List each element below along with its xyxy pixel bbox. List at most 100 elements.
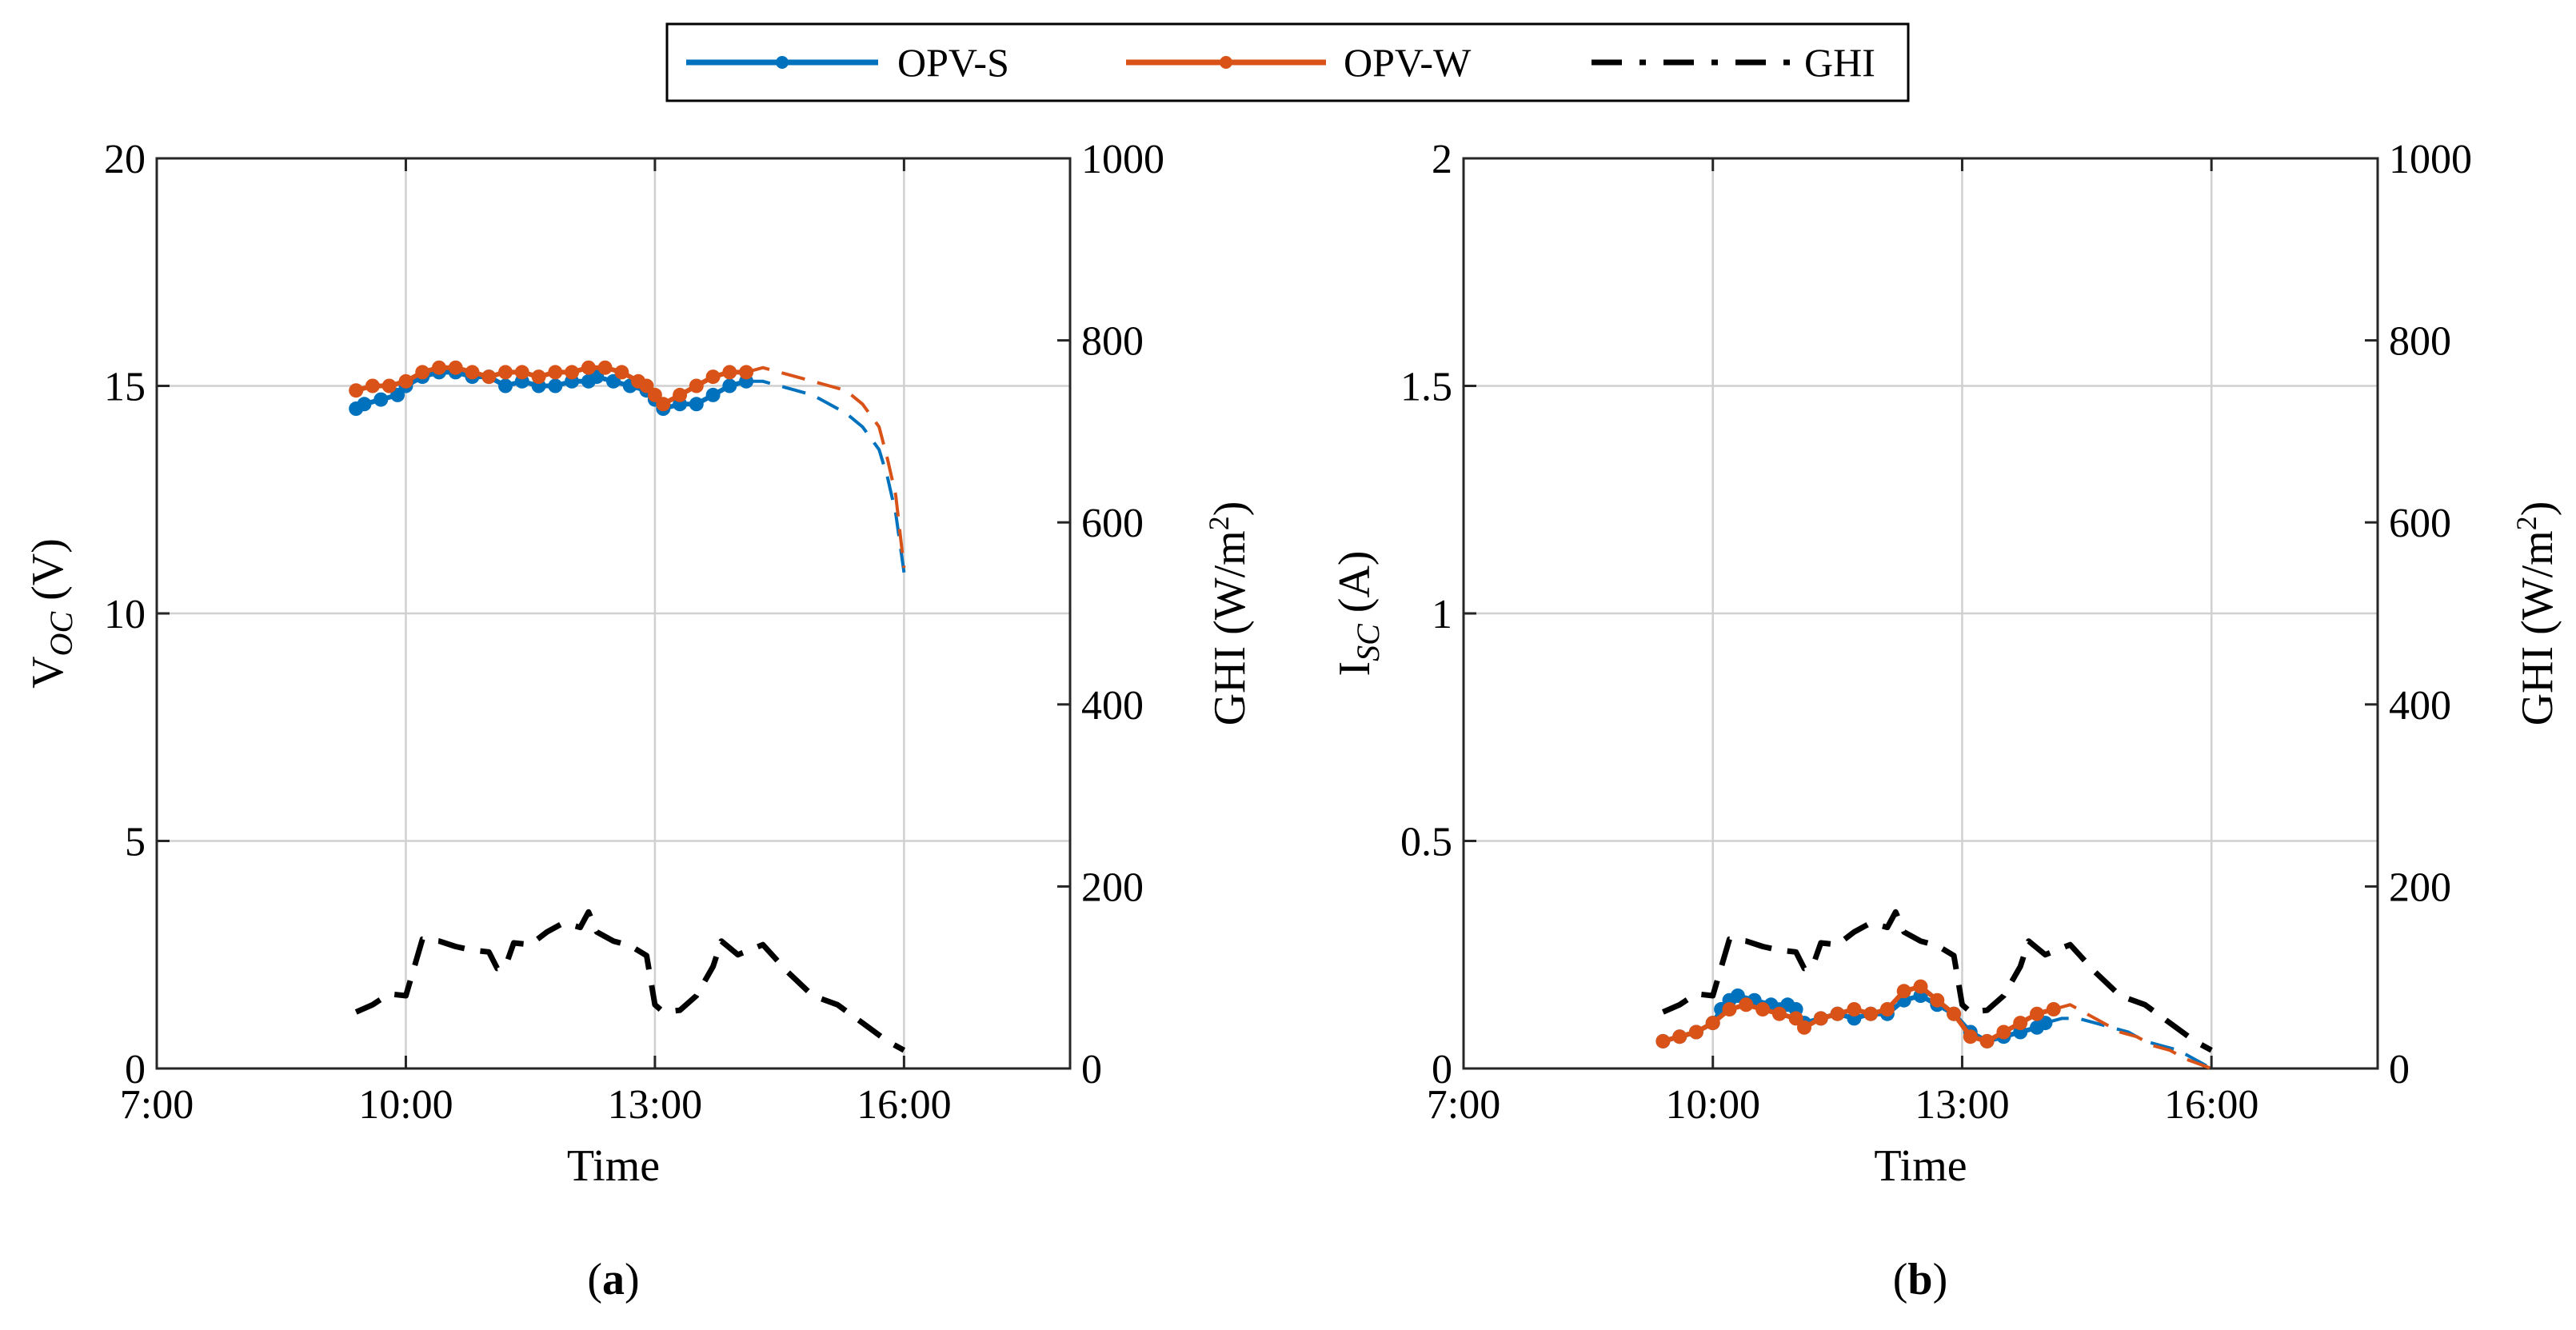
opv_w-point xyxy=(1672,1029,1687,1044)
opv_w-point xyxy=(614,365,629,380)
opv_w-point xyxy=(673,387,688,402)
y2-tick-label: 200 xyxy=(2389,865,2451,910)
y-tick-label: 10 xyxy=(104,592,146,637)
legend-label-opv_s: OPV-S xyxy=(897,40,1009,85)
opv_w-point xyxy=(705,369,721,385)
y2-axis-title: GHI (W/m2) xyxy=(1203,501,1255,726)
opv_s-point xyxy=(589,369,605,385)
opv_w-point xyxy=(2030,1006,2044,1021)
legend: OPV-S OPV-W GHI xyxy=(665,22,1910,102)
opv_w-point xyxy=(1813,1011,1828,1026)
y-axis-title: VOC (V) xyxy=(23,538,79,689)
grid-a xyxy=(157,158,1070,1068)
y-tick-label: 1 xyxy=(1432,592,1452,637)
opv_w-point xyxy=(597,360,613,375)
opv_w-point xyxy=(1788,1011,1803,1026)
legend-marker-opv_s xyxy=(776,56,789,69)
opv_w-point xyxy=(1979,1033,1995,1048)
opv_w-point xyxy=(1797,1020,1811,1035)
y-tick-label: 5 xyxy=(125,820,146,865)
opv_s-point xyxy=(722,378,737,393)
opv_w-point xyxy=(415,365,430,380)
y2-axis-title: GHI (W/m2) xyxy=(2510,501,2562,726)
opv_w-point xyxy=(1771,1006,1787,1021)
opv_w-point xyxy=(2046,1002,2061,1016)
panel-label-b: (b) xyxy=(1893,1255,1947,1304)
x-tick-label: 16:00 xyxy=(2164,1082,2258,1128)
opv_s-point xyxy=(705,387,721,402)
opv_w-point xyxy=(1996,1024,2011,1040)
legend-label-ghi: GHI xyxy=(1804,40,1875,85)
opv_w-point xyxy=(565,365,580,380)
opv_w-point xyxy=(432,360,446,375)
y2-tick-label: 400 xyxy=(2389,683,2451,729)
x-tick-label: 16:00 xyxy=(857,1082,951,1128)
x-tick-label: 10:00 xyxy=(358,1082,453,1128)
x-tick-label: 10:00 xyxy=(1666,1082,1760,1128)
opv_w-point xyxy=(365,378,380,393)
opv_s-point xyxy=(2038,1016,2053,1031)
opv_w-point xyxy=(1896,984,1911,999)
opv_w-point xyxy=(1705,1016,1720,1031)
ghi-line xyxy=(354,909,906,1053)
opv_w-point xyxy=(381,378,397,393)
x-axis-title: Time xyxy=(1874,1141,1967,1191)
x-tick-label: 13:00 xyxy=(608,1082,702,1128)
opv_s-point xyxy=(548,378,563,393)
series-opv_s-a xyxy=(349,365,906,573)
opv_w-point xyxy=(1879,1002,1895,1016)
series-ghi-a xyxy=(354,909,906,1053)
grid-b xyxy=(1464,158,2378,1068)
opv_s-point xyxy=(390,387,405,402)
opv_w-point xyxy=(647,387,662,402)
legend-label-opv_w: OPV-W xyxy=(1344,40,1472,85)
opv_w-point xyxy=(1947,1006,1962,1021)
opv_w-point xyxy=(514,365,529,380)
opv_w-dashed-line xyxy=(2053,1003,2212,1070)
opv_w-point xyxy=(398,373,413,389)
opv_w-point xyxy=(481,369,497,385)
opv_w-point xyxy=(1755,1002,1771,1016)
opv_s-point xyxy=(606,373,621,389)
y-tick-label: 20 xyxy=(104,137,146,182)
y2-tick-label: 0 xyxy=(1081,1047,1102,1092)
opv_w-point xyxy=(498,365,513,380)
opv_w-point xyxy=(548,365,563,380)
y-tick-label: 0.5 xyxy=(1400,820,1452,865)
panel-a: 7:00 10:00 13:00 16:00051015200200400600800… xyxy=(23,137,1255,1304)
y-tick-label: 2 xyxy=(1432,137,1452,182)
opv_s-point xyxy=(1730,989,1745,1003)
opv_w-point xyxy=(656,397,671,412)
opv_w-point xyxy=(739,365,754,380)
opv_w-point xyxy=(581,360,596,375)
y-tick-label: 0 xyxy=(125,1047,146,1092)
panel-b: 7:00 10:00 13:00 16:00 0 0.5 1 1.5 2 0 200 400 600 80… xyxy=(1330,137,2562,1304)
opv_s-dashed-line xyxy=(746,379,906,573)
y2-tick-label: 200 xyxy=(1081,865,1144,910)
y-axis-title: ISC (A) xyxy=(1330,550,1386,676)
opv_w-point xyxy=(1963,1029,1978,1044)
series-opv_w-a xyxy=(349,360,906,569)
opv_w-dashed-line xyxy=(745,365,906,569)
x-axis-title: Time xyxy=(567,1141,660,1191)
panel-label-a: (a) xyxy=(587,1255,639,1304)
opv_w-point xyxy=(1688,1024,1703,1040)
opv_s-point xyxy=(689,397,704,412)
opv_w-point xyxy=(1739,997,1754,1012)
opv_w-point xyxy=(2013,1016,2028,1031)
opv_w-point xyxy=(1655,1033,1671,1048)
opv_w-point xyxy=(639,378,654,393)
opv_s-point xyxy=(373,392,389,407)
series-ghi-b xyxy=(1661,909,2213,1053)
x-tick-label: 7:00 xyxy=(1427,1082,1500,1128)
opv_w-point xyxy=(689,378,704,393)
opv_s-point xyxy=(498,378,513,393)
y2-tick-label: 0 xyxy=(2389,1047,2410,1092)
y2-tick-label: 600 xyxy=(1081,501,1144,546)
opv_w-point xyxy=(448,360,463,375)
y2-tick-label: 600 xyxy=(2389,501,2451,546)
y2-tick-label: 400 xyxy=(1081,683,1144,729)
y2-tick-label: 1000 xyxy=(1081,137,1164,182)
opv_w-point xyxy=(1847,1002,1862,1016)
